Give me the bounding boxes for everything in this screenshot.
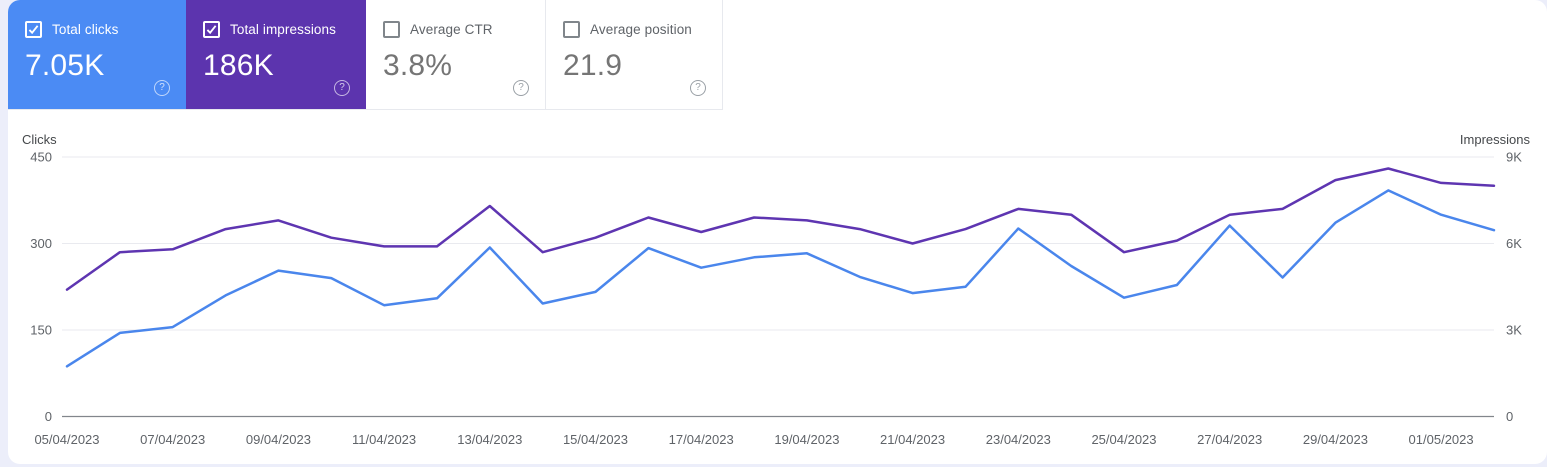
x-axis-date-label: 29/04/2023 (1303, 432, 1368, 447)
clicks-line[interactable] (65, 189, 1496, 368)
right-axis-title: Impressions (1460, 132, 1531, 147)
metric-card-total-clicks[interactable]: Total clicks 7.05K ? (8, 0, 186, 110)
x-axis-date-label: 25/04/2023 (1091, 432, 1156, 447)
performance-chart: Clicks Impressions 0 150 300 450 0 3K 6K 9K 05/04/… (22, 132, 1531, 447)
x-axis-date-label: 19/04/2023 (774, 432, 839, 447)
metric-card-average-position[interactable]: Average position 21.9 ? (546, 0, 723, 110)
x-axis-date-label: 05/04/2023 (34, 432, 99, 447)
x-axis-date-label: 21/04/2023 (880, 432, 945, 447)
checkmark-icon (28, 25, 39, 35)
x-axis-date-label: 15/04/2023 (563, 432, 628, 447)
x-axis-date-label: 13/04/2023 (457, 432, 522, 447)
metric-card-total-impressions[interactable]: Total impressions 186K ? (186, 0, 366, 110)
right-axis-tick: 0 (1506, 409, 1513, 424)
left-axis-title: Clicks (22, 132, 57, 147)
left-axis-tick: 0 (45, 409, 52, 424)
right-axis-tick: 6K (1506, 236, 1522, 251)
x-axis-date-label: 01/05/2023 (1409, 432, 1474, 447)
right-axis-tick: 9K (1506, 150, 1522, 165)
metric-cards-row: Total clicks 7.05K ? Total impressions 1… (8, 0, 1547, 110)
help-icon[interactable]: ? (154, 80, 170, 96)
metric-card-value: 7.05K (25, 49, 105, 82)
total-impressions-checkbox[interactable] (203, 21, 220, 38)
x-axis-date-label: 11/04/2023 (352, 432, 416, 447)
metric-card-label: Total clicks (52, 22, 119, 37)
x-axis-date-label: 23/04/2023 (986, 432, 1051, 447)
x-axis-date-label: 27/04/2023 (1197, 432, 1262, 447)
left-axis-tick: 150 (30, 323, 52, 338)
total-clicks-checkbox[interactable] (25, 21, 42, 38)
metric-card-label: Average position (590, 22, 692, 37)
x-axis-date-label: 09/04/2023 (246, 432, 311, 447)
metric-card-value: 21.9 (563, 49, 623, 82)
left-axis-tick: 450 (30, 150, 52, 165)
metric-card-value: 186K (203, 49, 274, 82)
metric-card-label: Average CTR (410, 22, 493, 37)
impressions-line[interactable] (65, 167, 1496, 291)
metric-card-average-ctr[interactable]: Average CTR 3.8% ? (366, 0, 546, 110)
left-axis-tick: 300 (30, 236, 52, 251)
average-ctr-checkbox[interactable] (383, 21, 400, 38)
average-position-checkbox[interactable] (563, 21, 580, 38)
metric-card-value: 3.8% (383, 49, 453, 82)
performance-panel: Total clicks 7.05K ? Total impressions 1… (8, 0, 1547, 464)
help-icon[interactable]: ? (690, 80, 706, 96)
metric-card-label: Total impressions (230, 22, 336, 37)
right-axis-tick: 3K (1506, 323, 1522, 338)
help-icon[interactable]: ? (513, 80, 529, 96)
help-icon[interactable]: ? (334, 80, 350, 96)
checkmark-icon (206, 25, 217, 35)
x-axis-date-label: 17/04/2023 (669, 432, 734, 447)
x-axis-date-label: 07/04/2023 (140, 432, 205, 447)
